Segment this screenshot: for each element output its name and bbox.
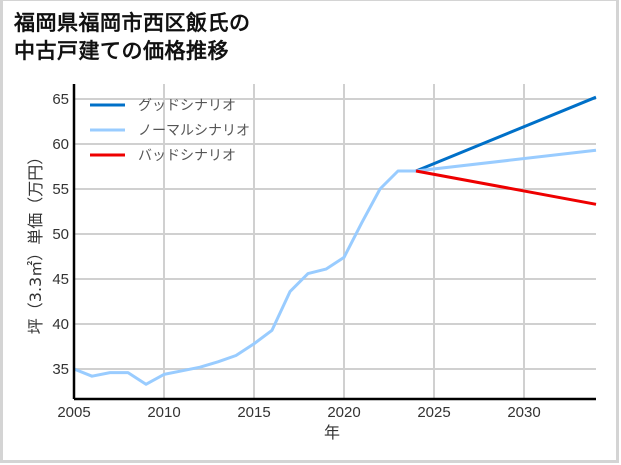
legend-label: ノーマルシナリオ xyxy=(138,123,250,139)
y-axis-label: 坪（3.3㎡）単価（万円） xyxy=(26,149,45,334)
y-tick-label: 55 xyxy=(52,181,69,198)
legend-label: バッドシナリオ xyxy=(138,148,236,164)
title-line-1: 福岡県福岡市西区飯氏の xyxy=(14,11,251,35)
series-line xyxy=(415,148,597,173)
title-line-2: 中古戸建ての価格推移 xyxy=(14,39,229,63)
x-tick-label: 2010 xyxy=(147,404,180,421)
x-tick-label: 2030 xyxy=(507,404,540,421)
chart-title: 福岡県福岡市西区飯氏の 中古戸建ての価格推移 xyxy=(14,9,251,65)
series-line xyxy=(415,95,597,173)
y-tick-label: 40 xyxy=(52,316,69,333)
x-tick-label: 2020 xyxy=(327,404,360,421)
y-tick-label: 60 xyxy=(52,136,69,153)
x-tick-label: 2015 xyxy=(237,404,270,421)
x-tick-label: 2025 xyxy=(417,404,450,421)
x-tick-label: 2005 xyxy=(57,404,90,421)
legend-label: グッドシナリオ xyxy=(138,98,236,114)
series-line xyxy=(415,169,597,206)
y-tick-label: 50 xyxy=(52,226,69,243)
y-tick-label: 35 xyxy=(52,361,69,378)
y-tick-label: 45 xyxy=(52,271,69,288)
x-axis-label: 年 xyxy=(324,423,340,442)
y-tick-label: 65 xyxy=(52,91,69,108)
series-line xyxy=(73,169,416,386)
